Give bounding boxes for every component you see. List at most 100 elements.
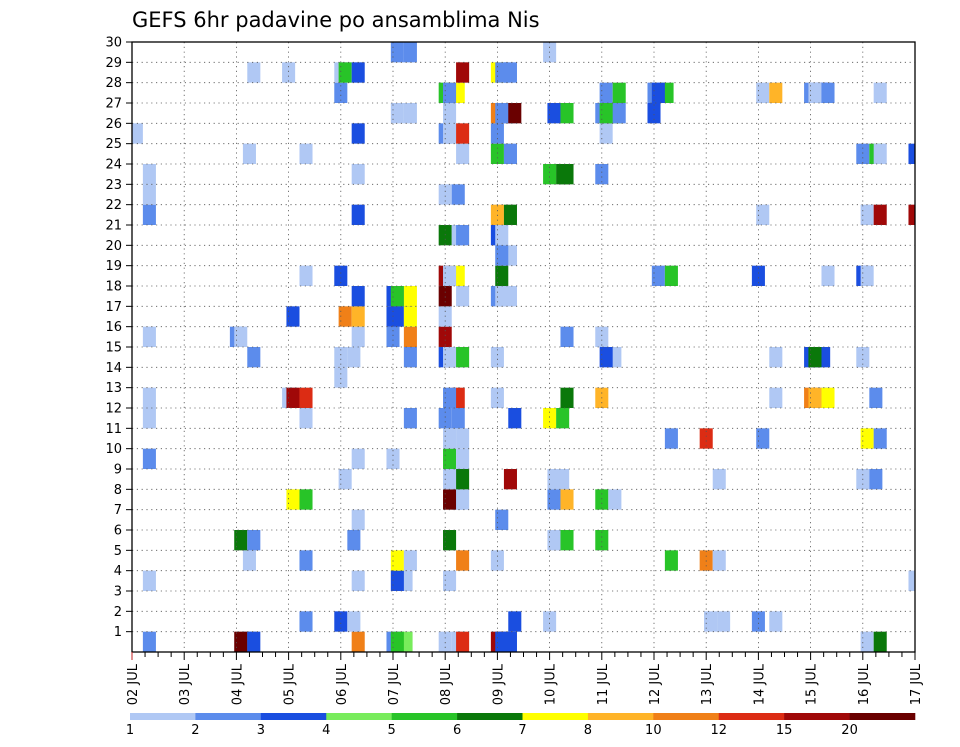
heatmap-cell: [756, 82, 770, 103]
heatmap-cell: [403, 286, 417, 307]
y-tick-label: 5: [114, 544, 122, 559]
heatmap-cell: [647, 103, 661, 124]
colorbar-label: 3: [257, 723, 265, 738]
heatmap-cell: [338, 62, 352, 83]
colorbar-label: 2: [191, 723, 199, 738]
heatmap-cell: [490, 143, 504, 164]
heatmap-cell: [403, 42, 417, 63]
colorbar-label: 5: [388, 723, 396, 738]
heatmap-cell: [612, 82, 626, 103]
y-tick-label: 16: [105, 320, 122, 335]
y-tick-label: 4: [114, 564, 122, 579]
y-tick-label: 9: [114, 463, 122, 478]
colorbar-swatch: [849, 713, 916, 720]
heatmap-cell: [438, 631, 452, 652]
heatmap-cell: [495, 225, 509, 246]
y-tick-label: 6: [114, 524, 122, 539]
heatmap-cell: [438, 326, 452, 347]
heatmap-cell: [247, 347, 261, 368]
colorbar-swatch: [457, 713, 523, 720]
heatmap-cell: [699, 428, 713, 449]
heatmap-cell: [508, 103, 522, 124]
heatmap-cell: [595, 164, 609, 185]
heatmap-cell: [751, 611, 765, 632]
heatmap-cell: [443, 489, 457, 510]
y-tick-label: 7: [114, 503, 122, 518]
heatmap-cell: [403, 347, 417, 368]
heatmap-cell: [451, 184, 465, 205]
heatmap-cell: [386, 448, 400, 469]
heatmap-cell: [132, 123, 143, 144]
heatmap-cell: [142, 184, 156, 205]
heatmap-cell: [142, 631, 156, 652]
y-tick-label: 27: [105, 97, 122, 112]
colorbar-swatch: [522, 713, 589, 720]
heatmap-cell: [351, 326, 365, 347]
colorbar-swatch: [784, 713, 850, 720]
y-tick-label: 3: [114, 585, 122, 600]
heatmap-cell: [873, 143, 887, 164]
heatmap-cell: [390, 570, 404, 591]
heatmap-cell: [547, 489, 561, 510]
heatmap-cell: [495, 103, 509, 124]
colorbar-label: 15: [776, 723, 793, 738]
y-tick-label: 30: [105, 36, 122, 51]
heatmap-cell: [503, 204, 517, 225]
heatmap-cell: [443, 387, 457, 408]
heatmap-cell: [456, 62, 470, 83]
heatmap-cell: [299, 550, 313, 571]
colorbar-label: 20: [841, 723, 858, 738]
heatmap-cell: [547, 530, 561, 551]
heatmap-cell: [142, 570, 156, 591]
heatmap-cell: [403, 306, 417, 327]
heatmap-cell: [704, 611, 718, 632]
heatmap-cell: [860, 631, 874, 652]
heatmap-cell: [560, 530, 574, 551]
heatmap-cell: [286, 489, 300, 510]
heatmap-cell: [351, 509, 365, 530]
heatmap-cell: [403, 550, 417, 571]
colorbar-swatch: [587, 713, 654, 720]
heatmap-cell: [456, 428, 470, 449]
heatmap-cell: [142, 164, 156, 185]
heatmap-cell: [334, 367, 348, 388]
colorbar-label: 6: [453, 723, 461, 738]
y-tick-label: 24: [105, 158, 122, 173]
heatmap-cell: [443, 265, 457, 286]
heatmap-cell: [769, 387, 783, 408]
x-tick-label: 06 JUL: [335, 663, 350, 705]
heatmap-cell: [599, 123, 613, 144]
heatmap-cell: [338, 469, 352, 490]
y-tick-label: 2: [114, 605, 122, 620]
y-tick-label: 13: [105, 381, 122, 396]
x-tick-label: 16 JUL: [857, 663, 872, 705]
heatmap-cell: [347, 347, 361, 368]
heatmap-cell: [443, 530, 457, 551]
heatmap-cell: [438, 286, 452, 307]
heatmap-cell: [664, 550, 678, 571]
heatmap-cell: [556, 408, 570, 429]
y-tick-label: 28: [105, 76, 122, 91]
heatmap-cell: [664, 428, 678, 449]
heatmap-cell: [495, 265, 509, 286]
heatmap-cell: [651, 82, 665, 103]
y-tick-label: 8: [114, 483, 122, 498]
heatmap-cell: [390, 286, 404, 307]
heatmap-cell: [247, 530, 261, 551]
y-tick-label: 20: [105, 239, 122, 254]
heatmap-cell: [351, 62, 365, 83]
heatmap-cell: [443, 448, 457, 469]
heatmap-cell: [560, 326, 574, 347]
heatmap-cell: [547, 103, 561, 124]
heatmap-cell: [456, 448, 470, 469]
colorbar-swatch: [391, 713, 458, 720]
colorbar-swatch: [653, 713, 720, 720]
heatmap-cell: [286, 306, 300, 327]
y-tick-label: 22: [105, 198, 122, 213]
colorbar-label: 12: [710, 723, 727, 738]
colorbar-label: 10: [645, 723, 662, 738]
heatmap-cell: [508, 408, 522, 429]
colorbar-label: 8: [584, 723, 592, 738]
heatmap-cell: [560, 164, 574, 185]
y-tick-label: 23: [105, 178, 122, 193]
